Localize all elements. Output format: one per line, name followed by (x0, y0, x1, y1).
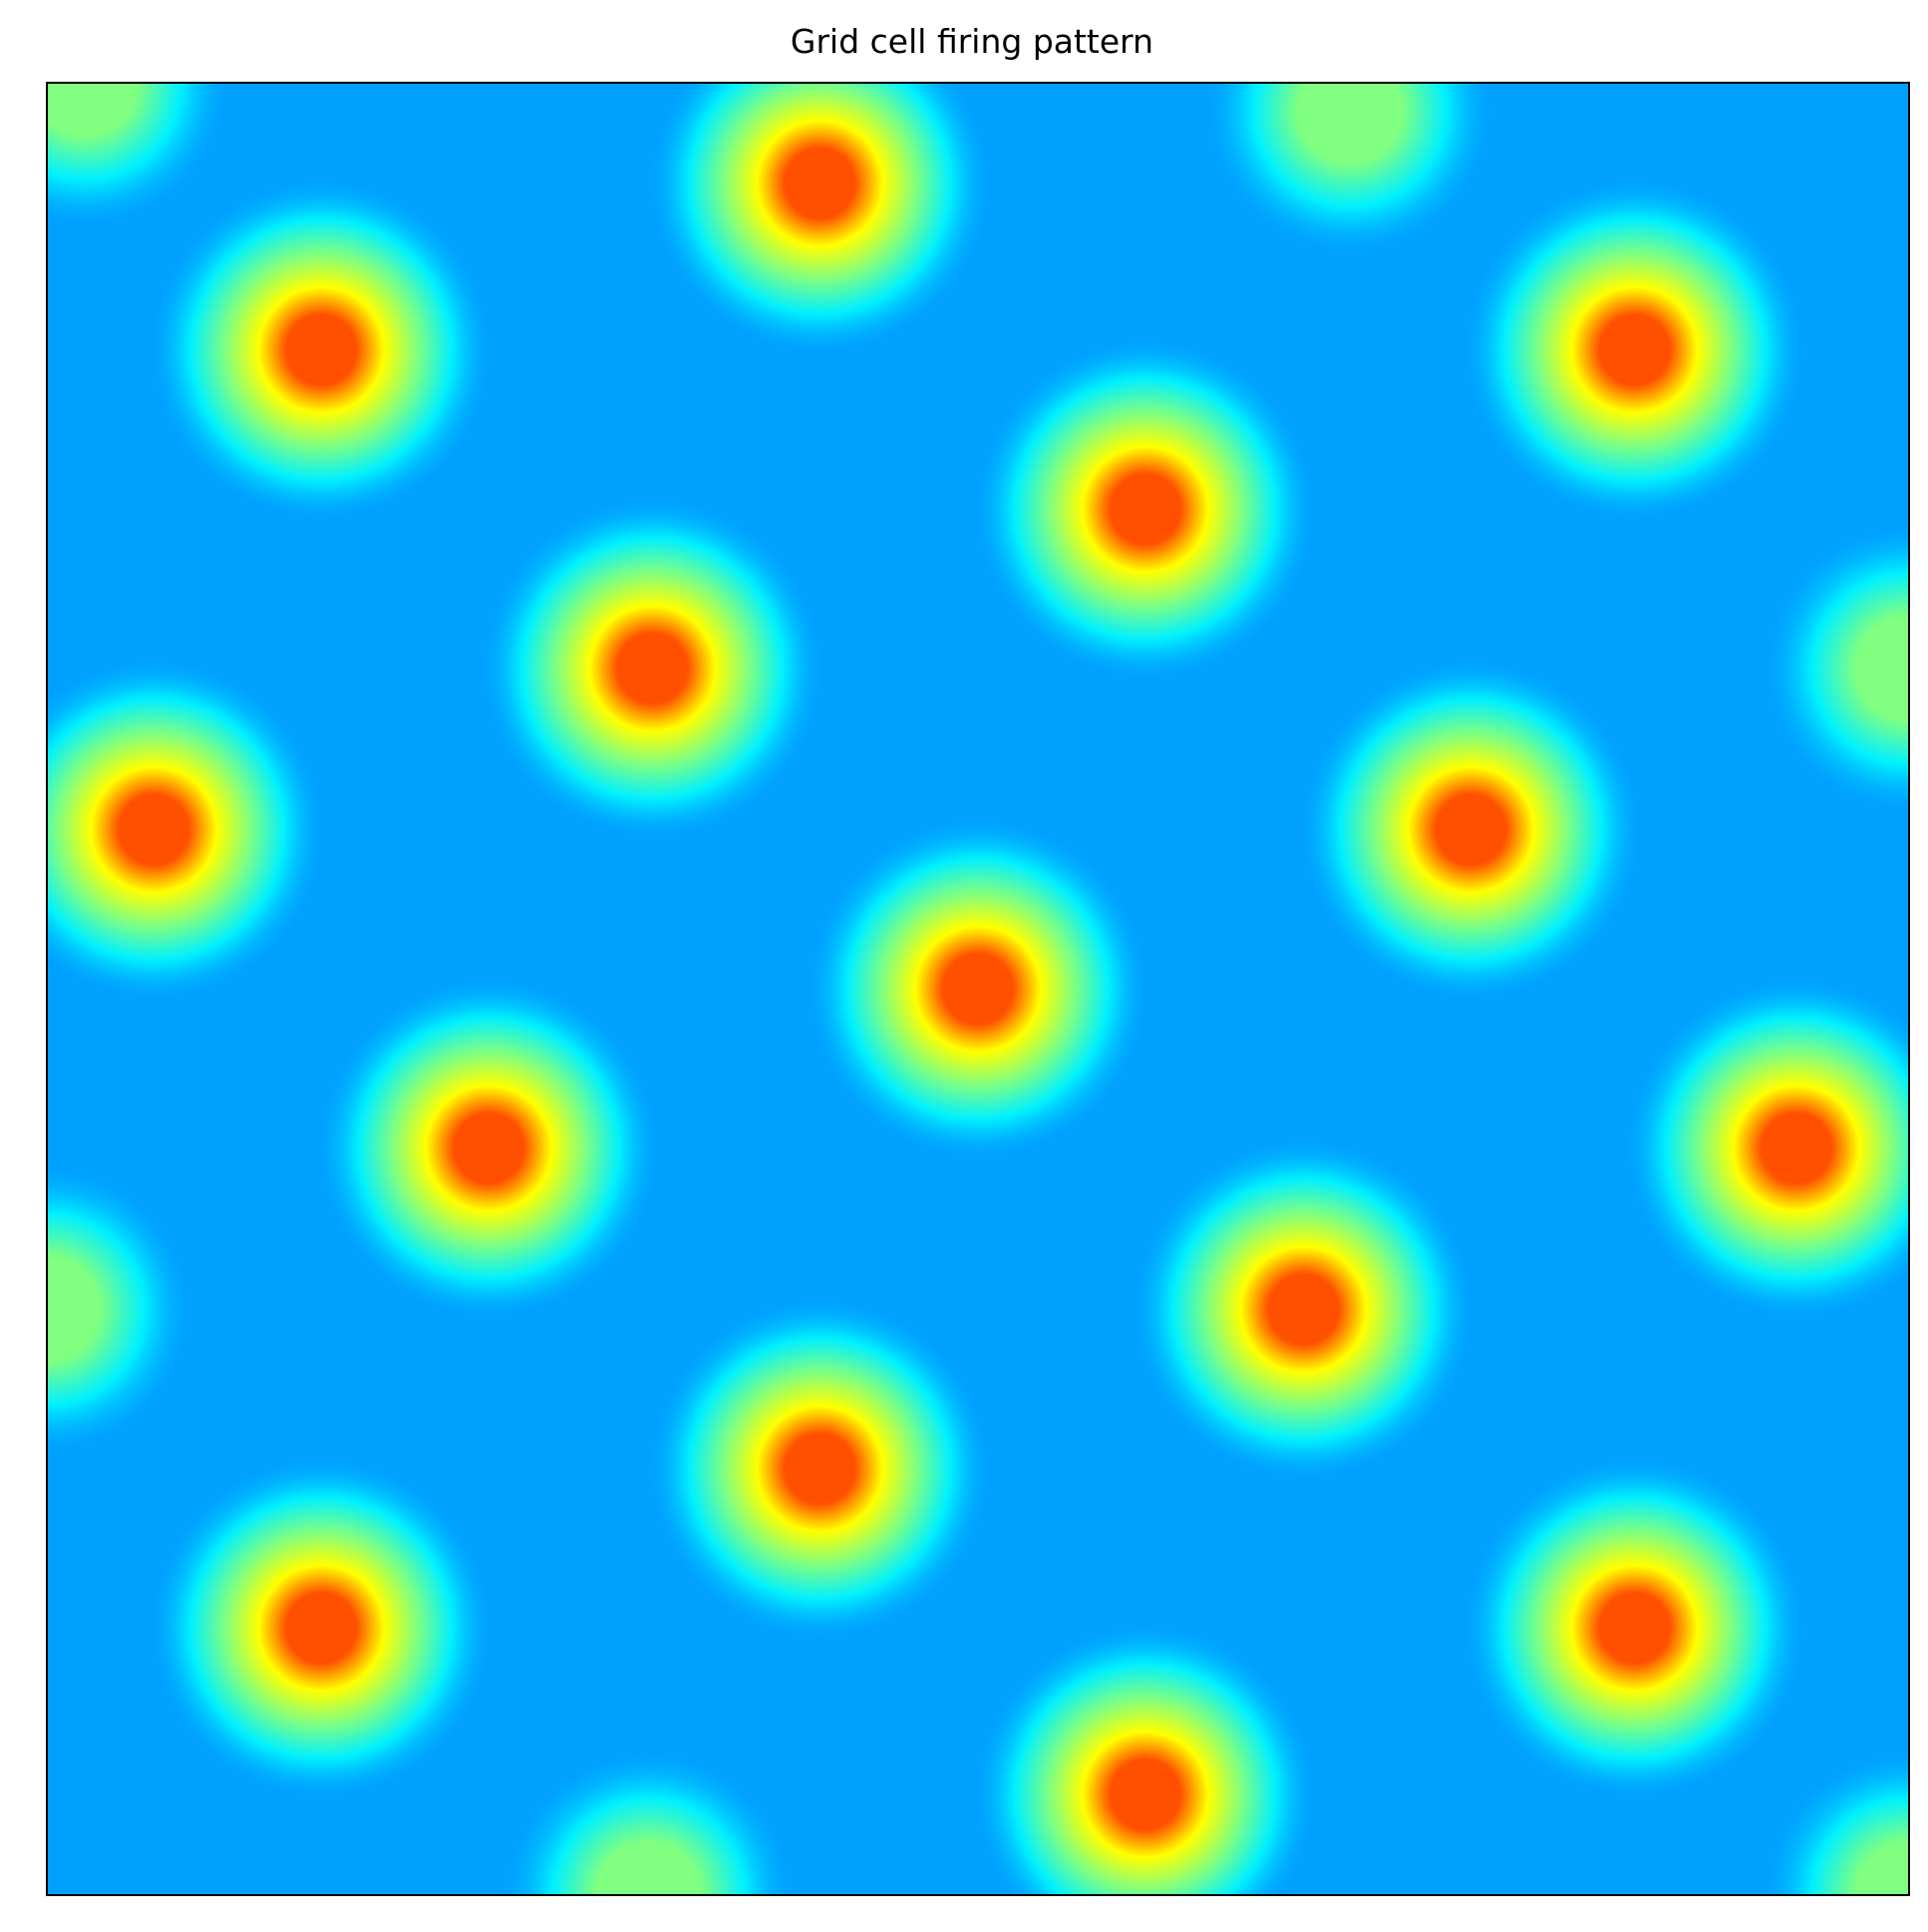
heatmap (48, 84, 1908, 1894)
firing-field (314, 973, 664, 1323)
firing-fields (48, 84, 1908, 1894)
firing-field (645, 1294, 995, 1644)
firing-field (645, 84, 995, 358)
firing-field (48, 655, 329, 1005)
firing-field (1201, 84, 1498, 259)
firing-field (147, 1453, 496, 1803)
firing-field (1459, 174, 1809, 524)
chart-title: Grid cell firing pattern (790, 22, 1154, 61)
plot-area (46, 82, 1910, 1896)
firing-field (147, 174, 496, 524)
firing-field (1459, 1453, 1809, 1803)
firing-field (1296, 655, 1646, 1005)
firing-field (970, 334, 1320, 684)
firing-field (1760, 1746, 1908, 1894)
firing-field (803, 814, 1152, 1163)
firing-field (1760, 519, 1908, 817)
firing-field (1128, 1134, 1478, 1484)
firing-field (1622, 973, 1908, 1323)
firing-field (500, 1746, 798, 1894)
firing-field (478, 493, 827, 843)
firing-field (970, 1620, 1320, 1894)
firing-field (48, 1160, 196, 1458)
firing-field (48, 84, 234, 232)
